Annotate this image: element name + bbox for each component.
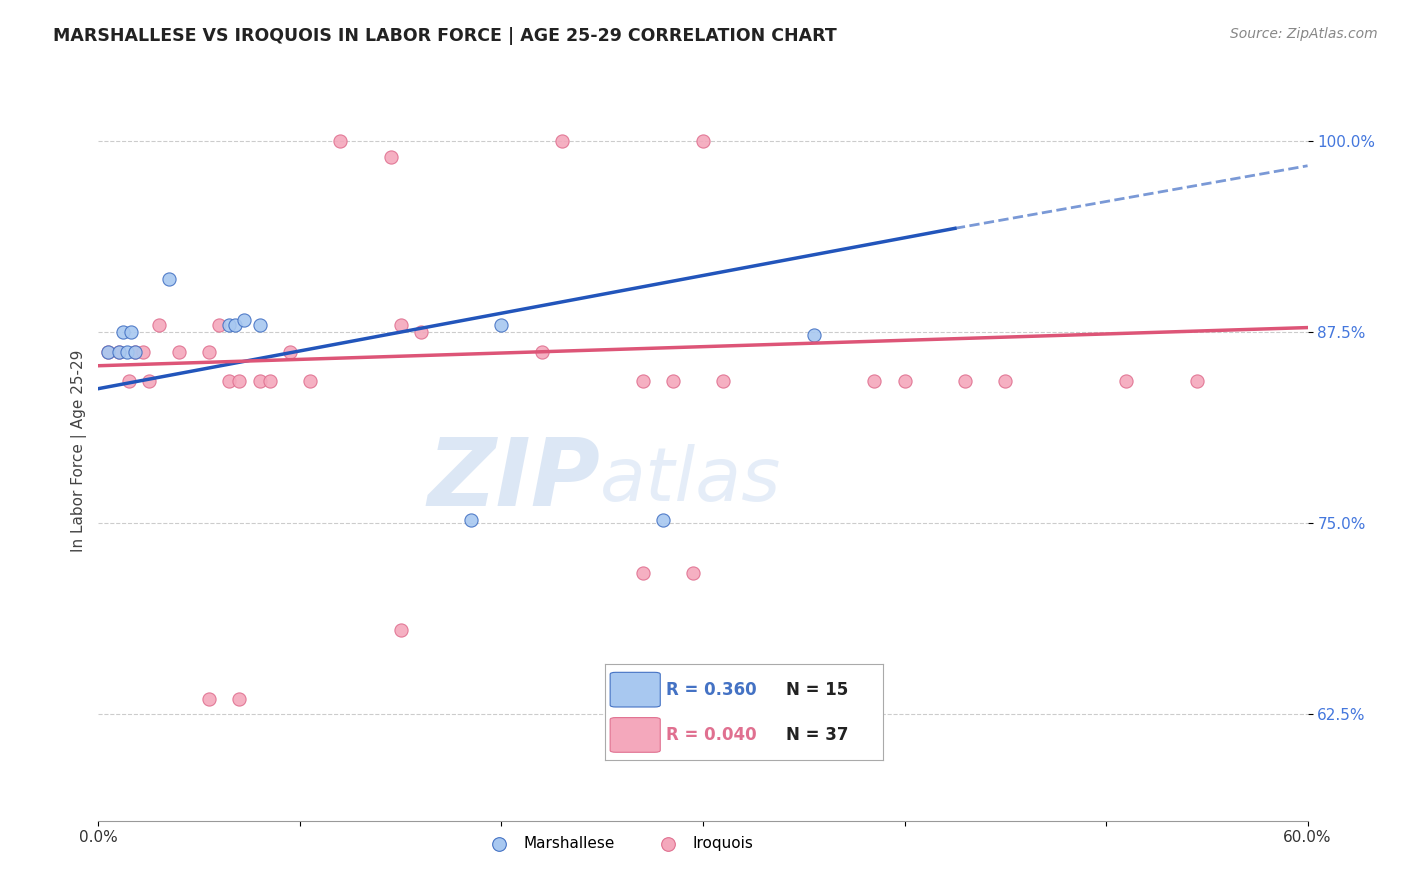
Point (228, 691, 250, 706)
Text: atlas: atlas (600, 444, 782, 516)
Point (228, 374, 250, 388)
Point (132, 345, 155, 359)
Point (97, 345, 120, 359)
Point (278, 345, 301, 359)
Text: ZIP: ZIP (427, 434, 600, 526)
Point (491, 318, 513, 332)
Point (249, 374, 271, 388)
Point (218, 318, 240, 332)
Text: Source: ZipAtlas.com: Source: ZipAtlas.com (1230, 27, 1378, 41)
Point (389, 318, 412, 332)
Point (198, 345, 221, 359)
Point (651, 513, 673, 527)
Point (198, 691, 221, 706)
Text: N = 15: N = 15 (786, 681, 848, 698)
Point (389, 623, 412, 637)
Point (329, 134, 352, 148)
Point (118, 374, 141, 388)
Y-axis label: In Labor Force | Age 25-29: In Labor Force | Age 25-29 (72, 350, 87, 551)
Point (1185, 374, 1208, 388)
Point (299, 374, 322, 388)
Point (249, 318, 271, 332)
Point (148, 318, 170, 332)
Point (224, 318, 246, 332)
Point (111, 325, 134, 339)
Point (893, 374, 915, 388)
Point (803, 328, 825, 343)
Legend: Marshallese, Iroquois: Marshallese, Iroquois (477, 830, 759, 857)
Point (97, 345, 120, 359)
Point (107, 345, 129, 359)
Point (259, 374, 281, 388)
Point (661, 374, 683, 388)
Point (530, 345, 553, 359)
FancyBboxPatch shape (610, 717, 661, 752)
Point (380, 150, 402, 164)
Point (1115, 374, 1137, 388)
Point (138, 374, 160, 388)
Point (551, 134, 574, 148)
Point (631, 374, 654, 388)
Text: R = 0.360: R = 0.360 (666, 681, 756, 698)
Point (460, 513, 482, 527)
Point (157, 271, 180, 285)
FancyBboxPatch shape (610, 673, 661, 707)
Point (208, 318, 231, 332)
Point (863, 374, 886, 388)
Text: MARSHALLESE VS IROQUOIS IN LABOR FORCE | AGE 25-29 CORRELATION CHART: MARSHALLESE VS IROQUOIS IN LABOR FORCE |… (53, 27, 837, 45)
Point (107, 345, 129, 359)
Text: R = 0.040: R = 0.040 (666, 726, 756, 744)
Point (631, 566, 654, 581)
Text: N = 37: N = 37 (786, 726, 848, 744)
Point (218, 374, 240, 388)
Point (120, 325, 142, 339)
Point (682, 566, 704, 581)
Point (711, 374, 734, 388)
Point (167, 345, 190, 359)
Point (232, 313, 254, 327)
Point (115, 345, 138, 359)
Point (692, 134, 714, 148)
Point (124, 345, 146, 359)
Point (994, 374, 1017, 388)
Point (953, 374, 976, 388)
Point (124, 345, 146, 359)
Point (409, 325, 432, 339)
